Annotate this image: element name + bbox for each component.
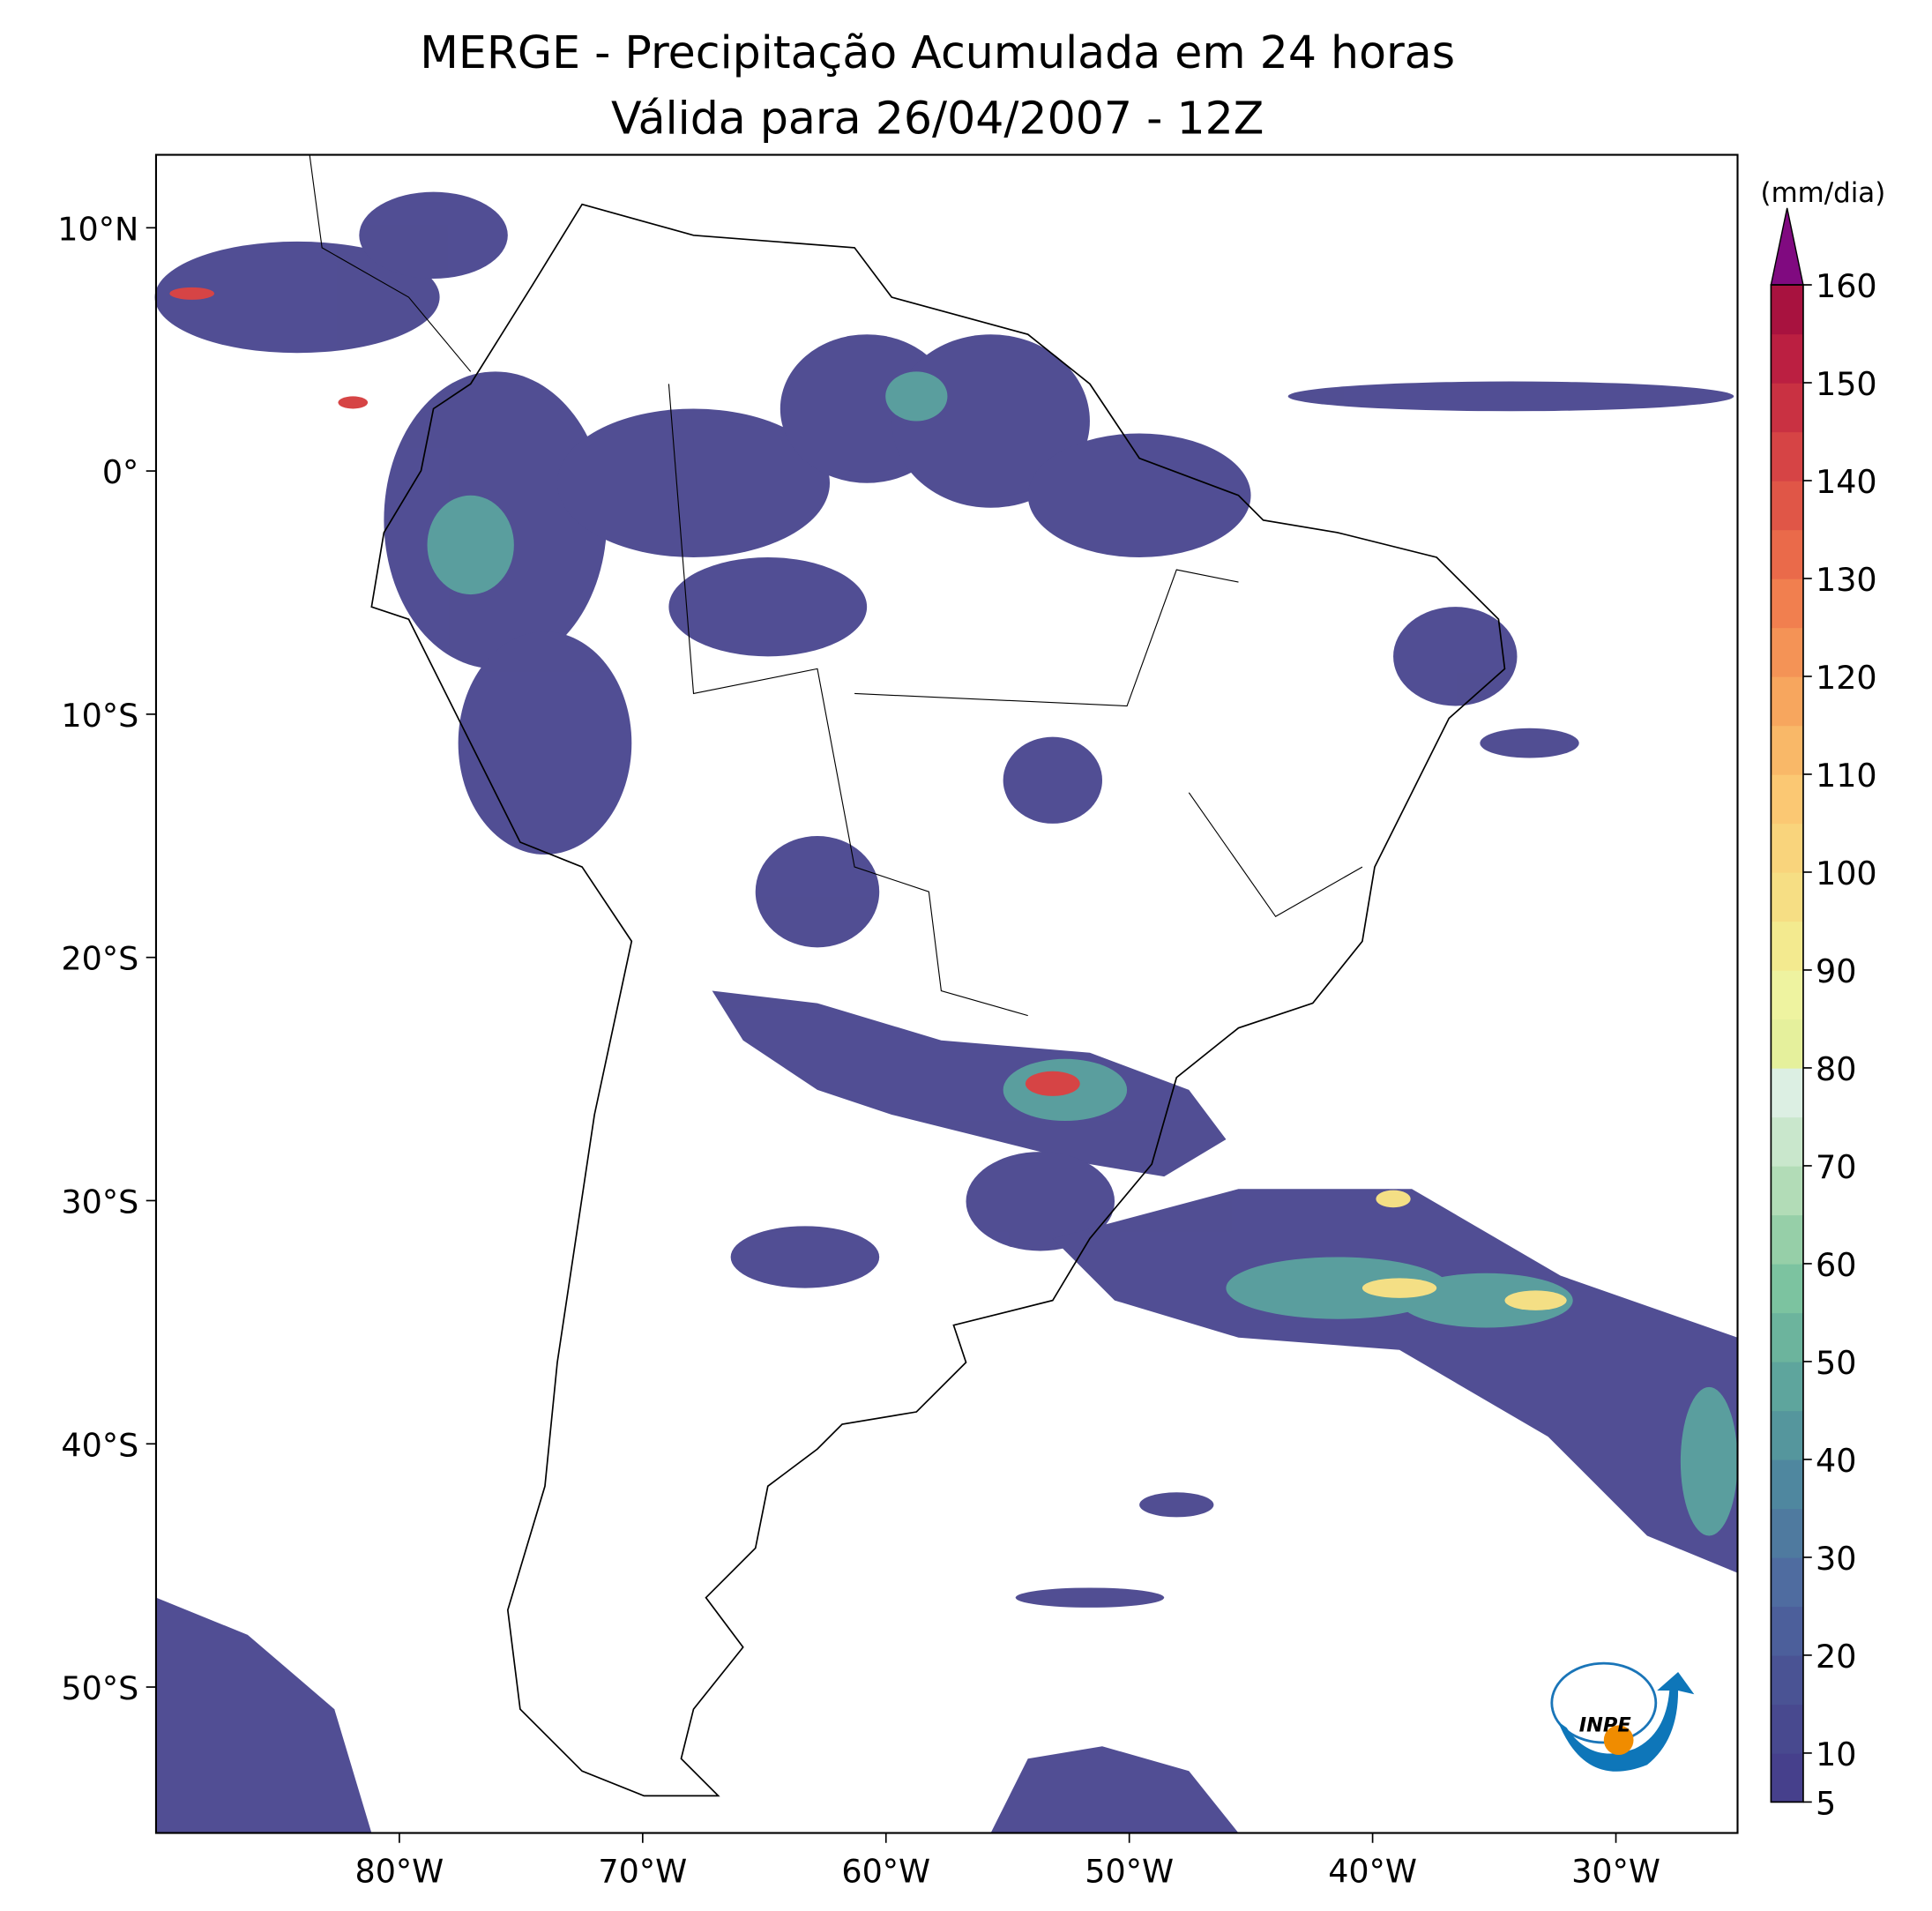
colorbar-tick-label: 20 bbox=[1816, 1638, 1856, 1676]
colorbar-segment bbox=[1771, 1556, 1803, 1608]
colorbar-tick-label: 160 bbox=[1816, 267, 1877, 305]
x-tick-label: 30°W bbox=[1571, 1853, 1660, 1891]
x-tick-label: 40°W bbox=[1328, 1853, 1417, 1891]
colorbar-segment bbox=[1771, 1067, 1803, 1118]
x-tick-label: 70°W bbox=[598, 1853, 687, 1891]
colorbar-segment bbox=[1771, 431, 1803, 481]
colorbar-segment bbox=[1771, 285, 1803, 335]
colorbar-tick-label: 120 bbox=[1816, 659, 1877, 697]
colorbar-tick-label: 60 bbox=[1816, 1246, 1856, 1284]
colorbar-segment bbox=[1771, 1116, 1803, 1167]
colorbar-tick-label: 90 bbox=[1816, 952, 1856, 990]
colorbar-segment bbox=[1771, 481, 1803, 531]
y-tick-label: 0° bbox=[102, 453, 138, 491]
colorbar-tick-label: 130 bbox=[1816, 561, 1877, 599]
colorbar-segment bbox=[1771, 969, 1803, 1020]
colorbar-segment bbox=[1771, 627, 1803, 677]
colorbar-segment bbox=[1771, 1165, 1803, 1216]
logo-text: INPE bbox=[1579, 1713, 1632, 1736]
colorbar-segment bbox=[1771, 921, 1803, 971]
colorbar-tick-label: 100 bbox=[1816, 855, 1877, 892]
x-tick-label: 50°W bbox=[1085, 1853, 1174, 1891]
colorbar-segment bbox=[1771, 1312, 1803, 1362]
colorbar-tick-label: 30 bbox=[1816, 1540, 1856, 1578]
y-tick-label: 20°S bbox=[61, 940, 138, 978]
colorbar-segment bbox=[1771, 1459, 1803, 1510]
borders bbox=[309, 154, 1363, 1017]
subtitle: Válida para 26/04/2007 - 12Z bbox=[611, 93, 1264, 145]
colorbar-segment bbox=[1771, 1410, 1803, 1460]
colorbar-segment bbox=[1771, 333, 1803, 384]
x-tick-label: 80°W bbox=[354, 1853, 444, 1891]
colorbar-segment bbox=[1771, 823, 1803, 873]
colorbar-tick-label: 5 bbox=[1816, 1784, 1836, 1822]
y-tick-label: 10°S bbox=[61, 697, 138, 735]
coastline bbox=[370, 203, 1506, 1797]
colorbar-tick-label: 50 bbox=[1816, 1344, 1856, 1382]
colorbar-segment bbox=[1771, 725, 1803, 775]
colorbar-segment bbox=[1771, 529, 1803, 579]
colorbar-frame bbox=[1770, 284, 1804, 1803]
colorbar-segment bbox=[1771, 578, 1803, 629]
colorbar-segment bbox=[1771, 1019, 1803, 1069]
colorbar-segment bbox=[1771, 1361, 1803, 1412]
colorbar-segment bbox=[1771, 1214, 1803, 1265]
y-tick-label: 30°S bbox=[61, 1183, 138, 1221]
colorbar-segment bbox=[1771, 676, 1803, 727]
title: MERGE - Precipitação Acumulada em 24 hor… bbox=[420, 26, 1455, 78]
colorbar-tick-label: 40 bbox=[1816, 1442, 1856, 1480]
map-frame bbox=[154, 153, 1739, 1834]
precipitation-field bbox=[154, 191, 1738, 1833]
colorbar-segment bbox=[1771, 871, 1803, 922]
colorbar-tick-label: 70 bbox=[1816, 1148, 1856, 1186]
y-tick-label: 10°N bbox=[57, 210, 138, 248]
colorbar-label: (mm/dia) bbox=[1761, 177, 1886, 209]
colorbar-tick-label: 10 bbox=[1816, 1736, 1856, 1773]
colorbar-extend bbox=[1770, 207, 1804, 286]
colorbar-segment bbox=[1771, 1263, 1803, 1314]
colorbar-segment bbox=[1771, 1508, 1803, 1558]
colorbar-tick-label: 80 bbox=[1816, 1050, 1856, 1088]
colorbar-segment bbox=[1771, 1606, 1803, 1656]
y-tick-label: 50°S bbox=[61, 1669, 138, 1707]
colorbar-segment bbox=[1771, 1654, 1803, 1706]
inpe-logo: INPE bbox=[1550, 1661, 1695, 1772]
colorbar-segment bbox=[1771, 383, 1803, 433]
colorbar-segment bbox=[1771, 773, 1803, 825]
colorbar-tick-label: 140 bbox=[1816, 463, 1877, 501]
colorbar-tick-label: 150 bbox=[1816, 365, 1877, 403]
colorbar-segment bbox=[1771, 1752, 1803, 1803]
colorbar-tick-label: 110 bbox=[1816, 757, 1877, 795]
x-tick-label: 60°W bbox=[841, 1853, 930, 1891]
colorbar-segment bbox=[1771, 1704, 1803, 1754]
y-tick-label: 40°S bbox=[61, 1426, 138, 1464]
